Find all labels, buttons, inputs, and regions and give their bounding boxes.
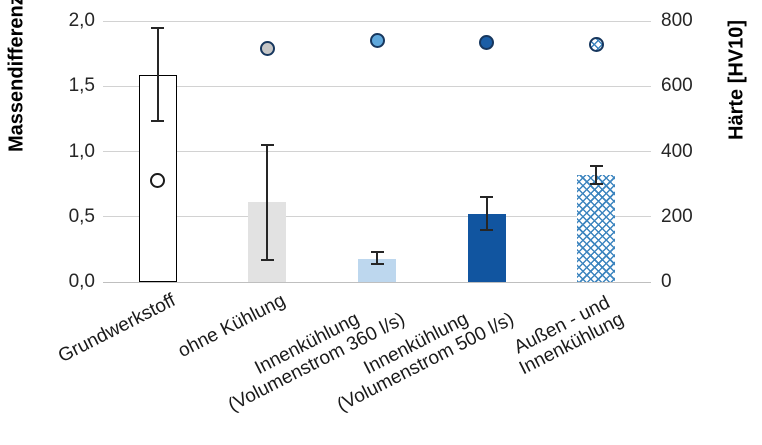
x-category-label: Grundwerkstoff: [55, 290, 180, 368]
error-bar-cap-bottom: [480, 228, 494, 231]
error-bar-cap-bottom: [260, 258, 274, 261]
error-bar: [266, 144, 269, 260]
right-axis-tick-label: 400: [661, 140, 693, 162]
error-bar: [156, 27, 159, 122]
data-point-circle: [479, 34, 495, 50]
error-bar-cap-top: [480, 196, 494, 199]
left-axis-tick-label: 0,0: [68, 271, 95, 292]
x-category-label: Außen - und Innenkühlung: [510, 292, 628, 380]
bar: [577, 174, 616, 282]
left-axis-tick-label: 1,5: [68, 75, 95, 97]
error-bar-cap-bottom: [589, 183, 603, 186]
gridline: [103, 151, 651, 152]
error-bar-cap-bottom: [370, 262, 384, 265]
data-point-circle: [259, 41, 275, 57]
error-bar: [485, 197, 488, 230]
error-bar-cap-bottom: [151, 120, 165, 123]
left-axis-tick-label: 2,0: [68, 10, 95, 31]
gridline: [103, 281, 651, 283]
right-axis-tick-label: 800: [661, 10, 693, 31]
data-point-circle: [150, 173, 166, 189]
bar: [358, 258, 396, 282]
left-axis-tick-label: 1,0: [68, 140, 95, 162]
error-bar: [595, 165, 598, 185]
error-bar: [376, 251, 378, 264]
error-bar-cap-top: [589, 164, 603, 167]
gridline: [103, 20, 651, 22]
data-point-circle: [369, 33, 385, 49]
right-axis-tick-label: 0: [661, 271, 672, 292]
gridline: [103, 216, 651, 218]
left-axis-tick-label: 0,5: [68, 205, 95, 227]
right-axis-tick-label: 200: [661, 205, 693, 227]
error-bar-cap-top: [260, 143, 274, 146]
data-point-circle: [588, 36, 604, 52]
gridline: [103, 85, 651, 87]
error-bar-cap-top: [151, 26, 165, 29]
right-axis-tick-label: 600: [661, 75, 693, 97]
error-bar-cap-top: [370, 250, 384, 253]
